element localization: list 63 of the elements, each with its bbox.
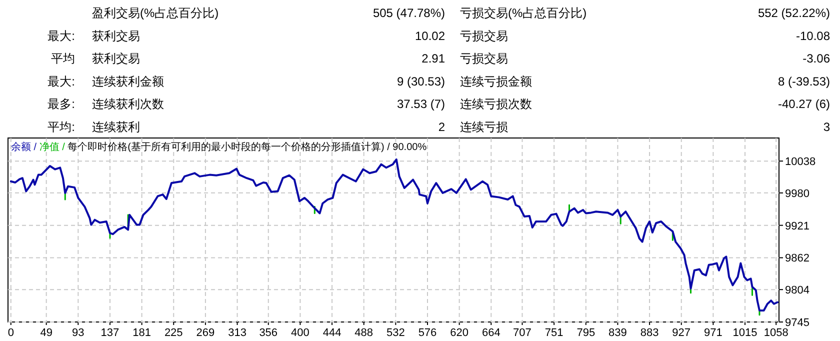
x-tick-label: 1015 bbox=[732, 327, 758, 339]
text: 平均 bbox=[51, 52, 75, 66]
text: 亏损交易 bbox=[460, 52, 508, 66]
x-tick-label: 488 bbox=[354, 327, 374, 339]
text: -10.08 bbox=[796, 28, 830, 43]
x-tick-label: 883 bbox=[640, 327, 659, 339]
text: 3 bbox=[823, 120, 830, 134]
x-tick-label: 576 bbox=[418, 327, 437, 339]
text: 10.02 bbox=[414, 28, 446, 43]
y-tick-label: 9980 bbox=[785, 188, 810, 200]
x-tick-label: 620 bbox=[450, 327, 468, 339]
x-tick-label: 181 bbox=[132, 327, 151, 339]
y-tick-label: 9804 bbox=[785, 284, 810, 297]
x-tick-label: 664 bbox=[482, 327, 500, 339]
x-tick-label: 356 bbox=[259, 327, 278, 339]
text: 9 (30.53) bbox=[396, 74, 445, 88]
x-tick-label: 971 bbox=[704, 327, 722, 339]
series-label: 余额 / bbox=[11, 141, 37, 153]
text: 2.91 bbox=[422, 52, 446, 66]
x-tick-label: 444 bbox=[322, 327, 342, 339]
text: 最大: bbox=[48, 74, 75, 88]
x-tick-label: 839 bbox=[608, 327, 627, 339]
x-tick-label: 49 bbox=[40, 327, 52, 339]
y-tick-label: 10038 bbox=[785, 156, 816, 168]
text: 8 (-39.53) bbox=[778, 74, 830, 88]
text: 连续获利金额 bbox=[92, 74, 164, 88]
x-tick-label: 313 bbox=[228, 327, 246, 339]
text: 盈利交易(%占总百分比) bbox=[92, 6, 219, 20]
x-tick-label: 707 bbox=[513, 327, 532, 339]
text: 连续亏损 bbox=[460, 120, 508, 134]
text: 37.53 (7) bbox=[396, 97, 445, 112]
x-tick-label: 795 bbox=[576, 327, 596, 339]
text: 获利交易 bbox=[92, 28, 140, 43]
x-tick-label: 927 bbox=[672, 327, 691, 339]
chart-subtitle: 每个即时价格(基于所有可利用的最小时段的每一个价格的分形插值计算) / 90.00% bbox=[64, 141, 427, 153]
text: 亏损交易(%占总百分比) bbox=[460, 6, 587, 20]
text: 552 (52.22%) bbox=[758, 6, 830, 20]
text: 连续获利次数 bbox=[92, 97, 164, 112]
text: 505 (47.78%) bbox=[372, 6, 446, 20]
text: 最多: bbox=[48, 97, 75, 112]
text: 连续亏损金额 bbox=[460, 74, 532, 88]
text: 亏损交易 bbox=[460, 28, 508, 43]
text: -40.27 (6) bbox=[778, 97, 830, 112]
y-tick-label: 9921 bbox=[785, 220, 810, 232]
text: 连续获利 bbox=[92, 120, 140, 134]
x-tick-label: 137 bbox=[100, 327, 120, 339]
text: 平均: bbox=[48, 120, 75, 134]
text: -3.06 bbox=[802, 52, 830, 66]
x-tick-label: 93 bbox=[72, 327, 84, 339]
x-tick-label: 532 bbox=[386, 327, 405, 339]
x-tick-label: 269 bbox=[196, 327, 215, 339]
x-tick-label: 225 bbox=[164, 327, 183, 339]
y-tick-label: 9862 bbox=[785, 252, 810, 265]
text: 最大: bbox=[48, 28, 75, 43]
x-tick-label: 1058 bbox=[764, 327, 788, 339]
y-tick-label: 9745 bbox=[785, 317, 810, 329]
text: 净值 / bbox=[36, 141, 66, 153]
text: 连续亏损次数 bbox=[460, 97, 532, 112]
text: 2 bbox=[438, 120, 446, 134]
text: 获利交易 bbox=[92, 52, 140, 66]
x-tick-label: 751 bbox=[544, 327, 564, 339]
x-tick-label: 400 bbox=[291, 327, 310, 339]
x-tick-label: 0 bbox=[8, 327, 14, 339]
